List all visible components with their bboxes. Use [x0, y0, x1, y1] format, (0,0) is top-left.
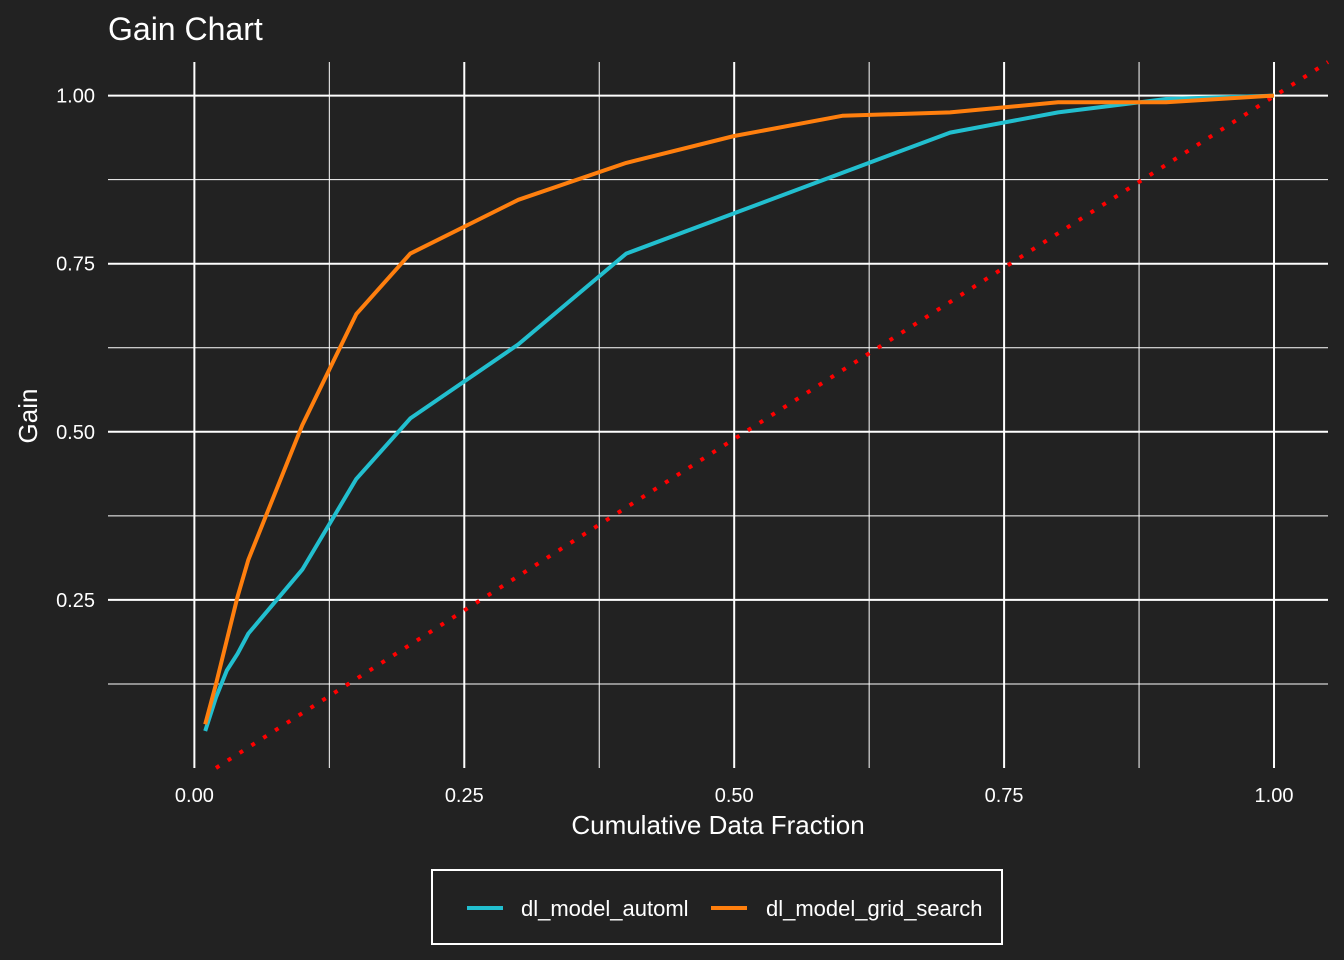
x-axis-ticks: 0.00 0.25 0.50 0.75 1.00 [175, 785, 1294, 807]
legend-label-grid-search: dl_model_grid_search [766, 896, 982, 921]
series-lines [203, 93, 1275, 732]
y-tick-label: 0.75 [56, 254, 95, 276]
legend-box [431, 869, 1003, 945]
series-line-dl_model_grid_search [203, 93, 1275, 725]
x-tick-label: 0.50 [715, 785, 754, 807]
chart-title: Gain Chart [108, 11, 263, 47]
y-tick-label: 0.25 [56, 590, 95, 612]
x-tick-label: 1.00 [1255, 785, 1294, 807]
y-axis-ticks: 0.25 0.50 0.75 1.00 [56, 86, 95, 612]
legend-label-automl: dl_model_automl [521, 896, 689, 921]
reference-line [214, 60, 1330, 770]
x-tick-label: 0.00 [175, 785, 214, 807]
legend: dl_model_automl dl_model_grid_search [431, 869, 1003, 945]
x-axis-label: Cumulative Data Fraction [571, 810, 864, 840]
y-tick-label: 1.00 [56, 86, 95, 108]
x-tick-label: 0.75 [985, 785, 1024, 807]
x-tick-label: 0.25 [445, 785, 484, 807]
reference-line-group [214, 60, 1330, 770]
grid-major [108, 62, 1328, 768]
series-line-dl_model_automl [203, 93, 1275, 732]
y-tick-label: 0.50 [56, 422, 95, 444]
y-axis-label: Gain [13, 389, 43, 444]
